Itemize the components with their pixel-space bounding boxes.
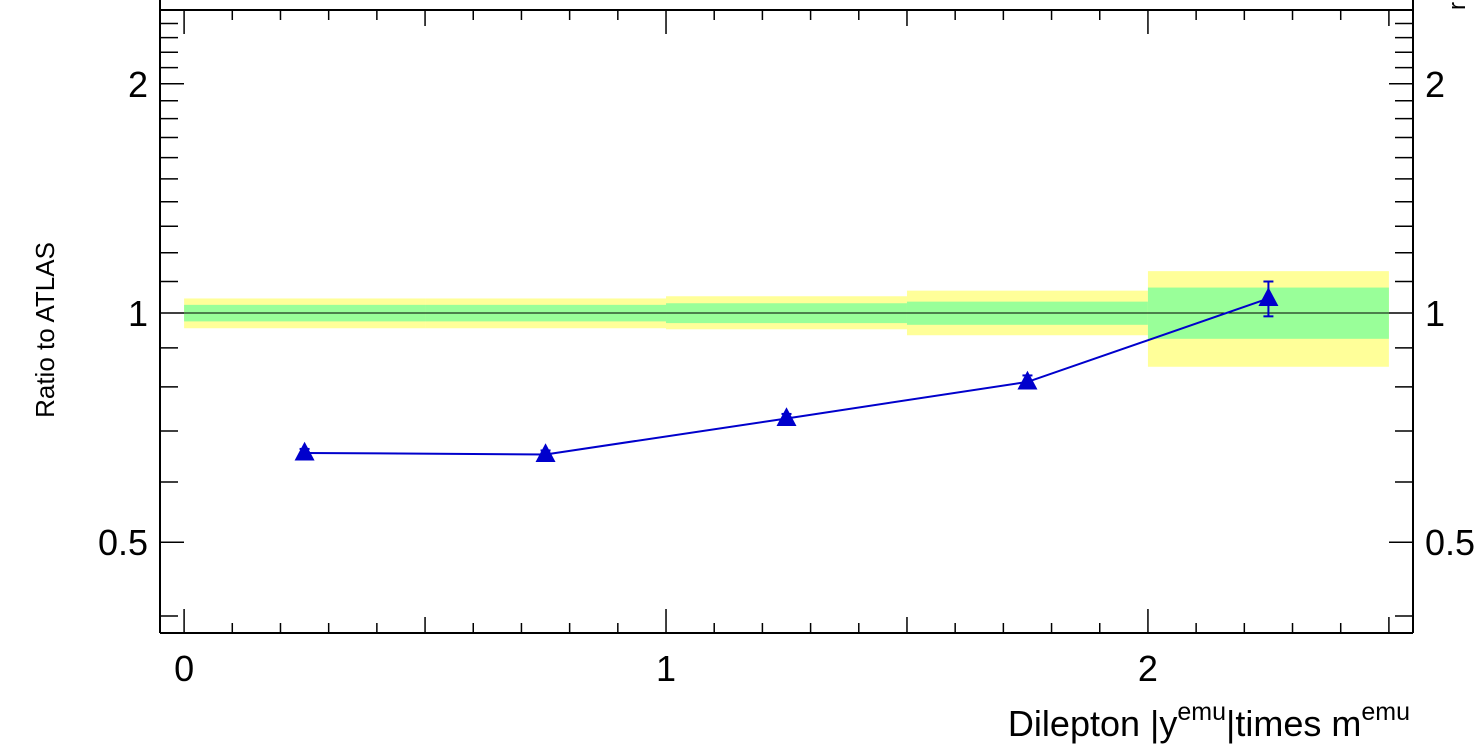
y-tick-label-right: 0.5 xyxy=(1425,522,1475,563)
x-tick-label: 2 xyxy=(1138,648,1158,689)
data-point xyxy=(294,441,315,461)
y-axis-label: Ratio to ATLAS xyxy=(30,242,60,418)
corner-fragment: r xyxy=(1444,2,1471,10)
y-tick-label-right: 2 xyxy=(1425,64,1445,105)
y-tick-label-left: 2 xyxy=(128,64,148,105)
x-tick-label: 1 xyxy=(656,648,676,689)
data-series xyxy=(294,280,1279,463)
axis-ticks xyxy=(160,10,1413,633)
x-tick-label: 0 xyxy=(174,648,194,689)
data-point xyxy=(776,407,797,427)
y-tick-label-left: 0.5 xyxy=(98,522,148,563)
x-axis-label-mid: |times m xyxy=(1226,703,1361,744)
tick-labels: 0 1 2 0.5 0.5 1 1 2 2 xyxy=(98,64,1475,689)
data-point xyxy=(1258,287,1279,307)
x-axis-label-prefix: Dilepton |y xyxy=(1008,703,1177,744)
plot-frame xyxy=(159,0,1414,634)
x-axis-label-sup-1: emu xyxy=(1177,698,1226,726)
data-point xyxy=(1017,370,1038,390)
data-point xyxy=(535,443,556,463)
x-axis-label-sup-2: emu xyxy=(1361,698,1410,726)
y-tick-label-left: 1 xyxy=(128,293,148,334)
y-tick-label-right: 1 xyxy=(1425,293,1445,334)
x-axis-label: Dilepton |yemu|times memu xyxy=(1008,698,1410,744)
